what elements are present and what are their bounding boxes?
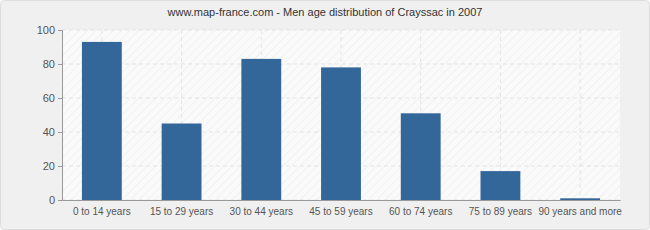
y-axis: 0 20 40 60 80 100 [37,24,63,206]
y-tick: 80 [43,58,62,70]
bar [162,124,202,201]
x-tick-label: 30 to 44 years [230,206,293,217]
x-tick-label: 90 years and more [538,206,622,217]
x-axis: 0 to 14 years 15 to 29 years 30 to 44 year… [63,200,623,217]
y-tick-mark [58,166,62,167]
bar [241,59,281,200]
x-tick-label: 75 to 89 years [469,206,532,217]
y-tick-label: 100 [37,24,55,36]
y-tick: 0 [49,194,62,206]
title: www.map-france.com - Men age distributio… [167,6,483,18]
x-tick: 90 years and more [538,200,622,217]
x-axis-line [63,200,621,201]
plot-area [62,30,620,200]
x-tick: 60 to 74 years [389,200,452,217]
y-tick-label: 40 [43,126,55,138]
y-tick-label: 20 [43,160,55,172]
bar [401,113,441,200]
grid-line-x [580,30,581,200]
bar [481,171,521,200]
bar [560,198,600,200]
y-tick-mark [58,30,62,31]
bar [82,42,122,200]
x-tick-label: 60 to 74 years [389,206,452,217]
y-tick: 20 [43,160,62,172]
y-tick: 60 [43,92,62,104]
grid-line [62,64,620,65]
y-axis-line [58,31,63,201]
y-tick-label: 0 [49,194,55,206]
y-tick-mark [58,64,62,65]
x-tick: 75 to 89 years [469,200,532,217]
grid-x [102,30,580,200]
plot: 0 20 40 60 80 100 0 to 14 years 15 to 29 years 3… [37,24,623,217]
x-tick: 45 to 59 years [309,200,372,217]
x-tick: 15 to 29 years [150,200,213,217]
y-tick-label: 60 [43,92,55,104]
y-tick-mark [58,98,62,99]
y-tick-mark [58,132,62,133]
x-tick: 30 to 44 years [230,200,293,217]
x-tick-label: 15 to 29 years [150,206,213,217]
bars [82,42,600,200]
x-tick-label: 0 to 14 years [73,206,131,217]
background [1,1,650,230]
x-tick-label: 45 to 59 years [309,206,372,217]
grid [62,30,620,200]
y-tick-label: 80 [43,58,55,70]
bar [321,67,361,200]
y-tick-mark [58,200,62,201]
y-tick: 100 [37,24,62,36]
x-tick: 0 to 14 years [73,200,131,217]
y-tick: 40 [43,126,62,138]
